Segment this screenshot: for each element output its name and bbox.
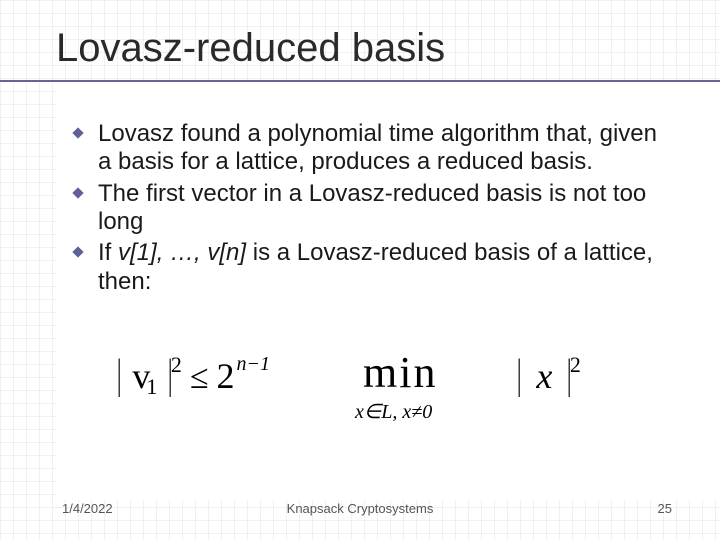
bullet-list: Lovasz found a polynomial time algorithm… <box>98 120 668 299</box>
formula-left: | v1 |2≤2n−1 <box>115 351 270 400</box>
bullet-prefix: If <box>98 239 118 266</box>
formula-v-sub: 1 <box>146 374 157 399</box>
page-title: Lovasz-reduced basis <box>56 26 445 71</box>
bullet-text: Lovasz found a polynomial time algorithm… <box>98 120 657 175</box>
formula-min-sub: x∈L, x≠0 <box>355 399 432 424</box>
diamond-icon <box>72 246 84 258</box>
formula-x: x <box>536 356 552 396</box>
formula: | v1 |2≤2n−1 min x∈L, x≠0 | x |2 <box>115 345 635 435</box>
slide: Lovasz-reduced basis Lovasz found a poly… <box>0 0 720 540</box>
formula-exp-n: n <box>237 353 247 375</box>
formula-exp-minus1: −1 <box>247 353 271 375</box>
bullet-italic: v[1], …, v[n] <box>118 239 246 266</box>
formula-right: | x |2 <box>515 351 581 399</box>
page-number: 25 <box>658 501 672 516</box>
title-underline <box>0 80 720 82</box>
bullet-text: The first vector in a Lovasz-reduced bas… <box>98 180 646 235</box>
formula-le: ≤ <box>190 359 209 396</box>
list-item: If v[1], …, v[n] is a Lovasz-reduced bas… <box>98 239 668 296</box>
diamond-icon <box>72 187 84 199</box>
diamond-icon <box>72 127 84 139</box>
footer-title: Knapsack Cryptosystems <box>0 501 720 516</box>
formula-min: min <box>363 347 437 398</box>
list-item: Lovasz found a polynomial time algorithm… <box>98 120 668 177</box>
list-item: The first vector in a Lovasz-reduced bas… <box>98 180 668 237</box>
formula-base: 2 <box>217 356 235 396</box>
